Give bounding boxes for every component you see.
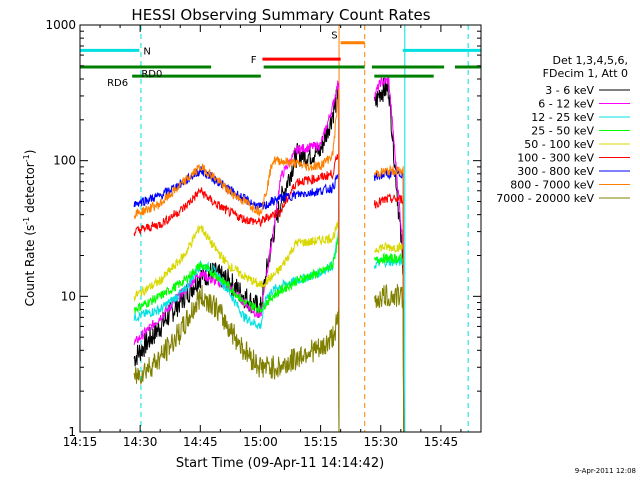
legend-header-line2: FDecim 1, Att 0 — [543, 67, 628, 80]
series-line — [133, 152, 405, 433]
series-line — [133, 218, 405, 433]
x-tick-label: 14:30 — [123, 435, 158, 449]
legend-entry-label: 50 - 100 keV — [524, 138, 594, 151]
y-axis-label-part1: Count Rate (s — [23, 225, 37, 307]
legend-entry-label: 3 - 6 keV — [545, 84, 594, 97]
y-axis-label: Count Rate (s-1 detector-1) — [22, 150, 37, 307]
legend-entry-label: 300 - 800 keV — [517, 165, 594, 178]
x-tick-label: 15:00 — [243, 435, 278, 449]
series-line — [133, 284, 405, 433]
y-tick-label: 1 — [68, 425, 76, 439]
y-axis-label-sup2: -1 — [22, 154, 31, 162]
x-tick-label: 14:45 — [183, 435, 218, 449]
y-axis-label-part3: ) — [23, 150, 37, 155]
y-axis-label-part2: detector — [23, 162, 37, 217]
legend-entry-label: 100 - 300 keV — [517, 152, 594, 165]
plot-area: N S F RD0 RD6 — [79, 25, 481, 433]
legend-entry-label: 800 - 7000 keV — [510, 179, 594, 192]
legend-entry-label: 6 - 12 keV — [538, 98, 594, 111]
series-line — [133, 88, 405, 433]
flag-label: S — [331, 31, 337, 42]
y-axis-label-sup1: -1 — [22, 217, 31, 225]
legend-entry-label: 25 - 50 keV — [531, 125, 594, 138]
x-tick-label: 14:15 — [63, 435, 98, 449]
x-tick-label: 15:15 — [303, 435, 338, 449]
flag-label: RD6 — [107, 78, 128, 89]
x-axis-label: Start Time (09-Apr-11 14:14:42) — [176, 456, 384, 471]
legend-entry-label: 7000 - 20000 keV — [496, 192, 594, 205]
flag-label: N — [143, 46, 150, 57]
flag-label: RD0 — [141, 69, 162, 80]
axes: 14:15 14:30 14:45 15:00 15:15 15:30 15:45 1 10 10… — [45, 18, 481, 449]
chart-title: HESSI Observing Summary Count Rates — [131, 6, 430, 24]
generated-timestamp: 9-Apr-2011 12:08 — [575, 467, 636, 475]
y-tick-label: 1000 — [45, 18, 76, 32]
y-tick-label: 100 — [53, 154, 76, 168]
legend: Det 1,3,4,5,6, FDecim 1, Att 0 3 - 6 keV… — [496, 54, 630, 205]
x-tick-label: 15:45 — [424, 435, 459, 449]
flag-label: F — [251, 55, 257, 66]
y-tick-label: 10 — [61, 289, 76, 303]
x-tick-label: 15:30 — [363, 435, 398, 449]
legend-header-line1: Det 1,3,4,5,6, — [552, 54, 628, 67]
series-line — [133, 235, 405, 433]
legend-entry-label: 12 - 25 keV — [531, 111, 594, 124]
